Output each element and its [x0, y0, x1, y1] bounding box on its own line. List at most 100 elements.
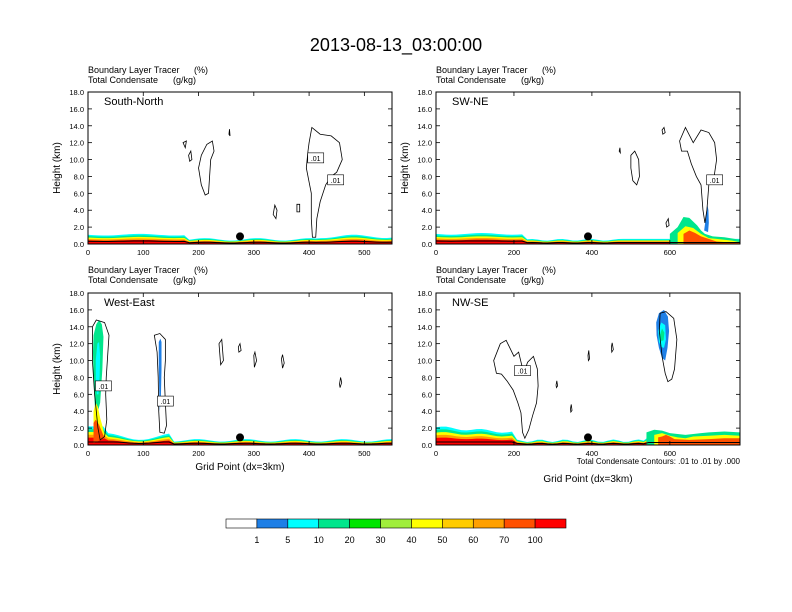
condensate-contour: [253, 350, 257, 368]
location-marker: [236, 433, 244, 442]
tracer-shade: [704, 204, 709, 233]
y-tick-label: 18.0: [417, 289, 432, 298]
contour-label-box: [514, 365, 531, 376]
y-tick-label: 14.0: [69, 122, 84, 131]
panel-south-north: Boundary Layer Tracer (%) Total Condensa…: [52, 65, 393, 257]
condensate-contour: [272, 203, 278, 220]
tracer-shade: [93, 419, 105, 444]
x-tick-label: 500: [358, 248, 371, 257]
panel-subtitle-condensate: Total Condensate: [436, 275, 506, 285]
panel-subtitle-condensate-unit: (g/kg): [173, 275, 196, 285]
location-marker: [236, 232, 244, 241]
y-tick-label: 2.0: [74, 424, 84, 433]
location-marker: [584, 433, 592, 442]
plot-frame: [435, 292, 741, 446]
y-tick-label: 4.0: [422, 407, 432, 416]
y-tick-label: 10.0: [417, 156, 432, 165]
y-tick-label: 4.0: [74, 407, 84, 416]
colorbar-swatch: [287, 518, 320, 529]
y-tick-label: 8.0: [74, 172, 84, 181]
panel-label: South-North: [104, 96, 163, 108]
y-tick-label: 18.0: [417, 88, 432, 97]
condensate-contour: [281, 354, 285, 369]
contour-label-box: [706, 174, 723, 186]
y-tick-label: 6.0: [74, 189, 84, 198]
colorbar-label: 1: [254, 535, 259, 545]
y-tick-label: 8.0: [422, 373, 432, 382]
condensate-contour: [228, 129, 231, 137]
colorbar-swatch: [503, 518, 536, 529]
panel-subtitle-condensate-unit: (g/kg): [521, 75, 544, 85]
panel-label: SW-NE: [452, 96, 488, 108]
condensate-contour: [305, 126, 343, 238]
panel-west-east: Boundary Layer Tracer (%) Total Condensa…: [52, 265, 393, 473]
contour-label: .01: [311, 156, 321, 163]
condensate-contour: [296, 203, 301, 213]
tracer-shade: [683, 230, 740, 244]
plot-frame: [87, 91, 393, 245]
location-marker: [584, 232, 592, 241]
x-tick-label: 500: [358, 449, 371, 458]
x-axis-label: Grid Point (dx=3km): [195, 462, 284, 473]
colorbar-label: 20: [345, 535, 355, 545]
y-tick-label: 16.0: [417, 105, 432, 114]
condensate-contour: [555, 380, 559, 389]
y-tick-label: 14.0: [417, 122, 432, 131]
y-tick-label: 16.0: [417, 306, 432, 315]
panel-subtitle-tracer-unit: (%): [194, 65, 208, 75]
plot-area: .01: [436, 126, 740, 244]
panel-subtitle-condensate-unit: (g/kg): [521, 275, 544, 285]
y-tick-label: 4.0: [74, 206, 84, 215]
contour-label-box: [157, 395, 174, 407]
y-tick-label: 4.0: [422, 206, 432, 215]
y-tick-label: 2.0: [422, 223, 432, 232]
panel-subtitle-condensate: Total Condensate: [88, 275, 158, 285]
colorbar-label: 5: [285, 535, 290, 545]
tracer-shade: [660, 328, 665, 342]
x-tick-label: 400: [586, 449, 599, 458]
y-axis-label: Height (km): [400, 142, 411, 194]
x-tick-label: 200: [192, 449, 205, 458]
terrain-line: [88, 441, 392, 445]
panel-subtitle-condensate: Total Condensate: [436, 75, 506, 85]
x-tick-label: 100: [137, 449, 150, 458]
x-tick-label: 0: [434, 449, 438, 458]
condensate-contour: [237, 342, 242, 353]
y-tick-label: 12.0: [417, 139, 432, 148]
y-tick-label: 18.0: [69, 88, 84, 97]
terrain-line: [436, 441, 740, 445]
x-tick-label: 400: [303, 248, 316, 257]
x-tick-label: 600: [664, 449, 677, 458]
condensate-contour: [570, 404, 573, 414]
y-tick-label: 14.0: [417, 323, 432, 332]
y-tick-label: 12.0: [69, 139, 84, 148]
terrain-line: [88, 240, 392, 244]
panel-subtitle-tracer-unit: (%): [194, 265, 208, 275]
y-tick-label: 10.0: [69, 357, 84, 366]
x-tick-label: 600: [664, 248, 677, 257]
condensate-contour: [610, 342, 614, 354]
colorbar-swatch: [411, 518, 443, 529]
colorbar: 1 5 10 20 30 40 50 60 70 100: [225, 518, 567, 545]
contour-label-box: [307, 152, 325, 164]
y-tick-label: 18.0: [69, 289, 84, 298]
y-tick-label: 12.0: [417, 340, 432, 349]
x-tick-label: 200: [508, 248, 521, 257]
condensate-contour: [198, 140, 215, 196]
colorbar-label: 100: [528, 535, 543, 545]
colorbar-swatch: [256, 518, 289, 529]
contour-label: .01: [331, 178, 341, 185]
panel-nw-se: Boundary Layer Tracer (%) Total Condensa…: [417, 265, 740, 485]
y-tick-label: 16.0: [69, 306, 84, 315]
condensate-contour: [182, 140, 187, 150]
colorbar-swatch: [472, 518, 505, 529]
y-tick-label: 10.0: [69, 156, 84, 165]
condensate-contour: [630, 150, 640, 186]
y-tick-label: 2.0: [422, 424, 432, 433]
x-tick-label: 300: [248, 248, 261, 257]
x-tick-label: 0: [86, 248, 90, 257]
colorbar-label: 30: [376, 535, 386, 545]
y-tick-label: 6.0: [422, 189, 432, 198]
contour-label: .01: [99, 384, 109, 391]
